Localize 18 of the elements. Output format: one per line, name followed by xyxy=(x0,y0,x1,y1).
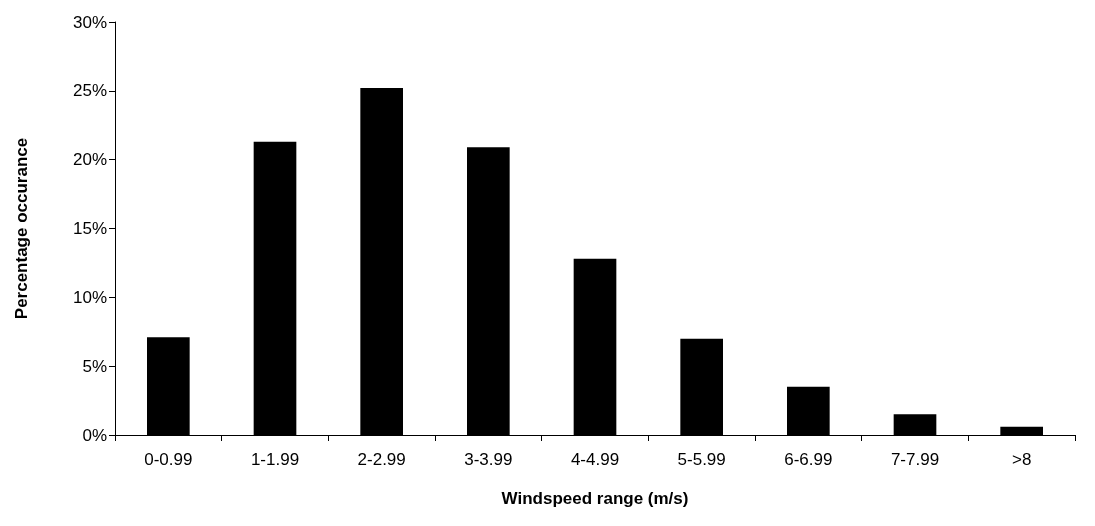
x-tick-label: 6-6.99 xyxy=(784,450,833,469)
x-tick-label: 4-4.99 xyxy=(570,450,620,469)
y-tick-label: 30% xyxy=(72,12,107,32)
x-tick-label: 3-3.99 xyxy=(464,450,513,469)
y-tick-label: 20% xyxy=(72,150,107,170)
y-tick-label: 5% xyxy=(82,356,107,376)
x-tick-label: 7-7.99 xyxy=(890,450,940,469)
y-axis-title: Percentage occurance xyxy=(12,137,31,320)
y-tick-label: 10% xyxy=(72,287,107,307)
x-tick-label: 0-0.99 xyxy=(144,450,193,469)
x-tick-label: 1-1.99 xyxy=(250,450,300,469)
y-tick-label: 25% xyxy=(72,81,107,101)
y-tick-label: 0% xyxy=(82,425,107,445)
x-tick-label: >8 xyxy=(1011,450,1032,469)
x-tick-label: 2-2.99 xyxy=(357,450,406,469)
y-tick-label: 15% xyxy=(72,219,107,238)
x-axis-title: Windspeed range (m/s) xyxy=(501,489,689,508)
x-tick-label: 5-5.99 xyxy=(677,450,726,469)
